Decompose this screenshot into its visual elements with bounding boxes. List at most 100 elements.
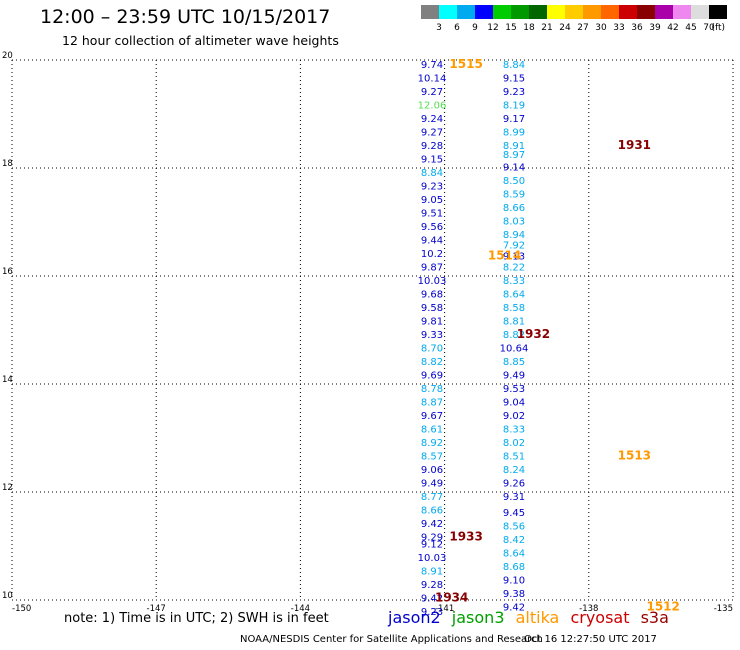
wave-height-value: 9.15	[503, 73, 525, 84]
wave-height-value: 9.33	[421, 330, 443, 341]
wave-height-value: 9.24	[421, 114, 443, 125]
colorbar-label: 18	[523, 23, 535, 33]
colorbar-label: 15	[505, 23, 516, 33]
wave-height-value: 10.64	[500, 343, 529, 354]
y-tick-label: 14	[2, 375, 13, 385]
colorbar: 3 6 9 12 15 18 21 24 27 30 33 36 39 42 45 70(ft)	[421, 5, 727, 33]
wave-height-value: 9.05	[421, 195, 443, 206]
wave-height-value: 8.50	[503, 176, 525, 187]
colorbar-swatch	[457, 5, 475, 19]
wave-height-value: 9.74	[421, 60, 443, 71]
wave-height-value: 8.91	[503, 141, 525, 152]
colorbar-swatch	[547, 5, 565, 19]
wave-height-value: 8.03	[503, 216, 525, 227]
wave-height-value: 9.27	[421, 87, 443, 98]
wave-height-value: 8.58	[503, 303, 525, 314]
wave-height-value: 8.85	[503, 357, 525, 368]
wave-height-value: 8.99	[503, 127, 525, 138]
colorbar-label: 33	[613, 23, 624, 33]
wave-height-value: 10.2	[421, 249, 443, 260]
colorbar-swatch	[439, 5, 457, 19]
generated-timestamp: Oct 16 12:27:50 UTC 2017	[524, 634, 657, 645]
wave-height-value: 9.23	[421, 607, 443, 618]
legend: jason2 jason3 altika cryosat s3a	[388, 608, 675, 627]
legend-s3a: s3a	[640, 608, 669, 627]
wave-height-value: 8.94	[503, 230, 525, 241]
wave-height-value: 8.42	[503, 535, 525, 546]
wave-height-value: 8.84	[503, 60, 525, 71]
wave-height-value: 9.67	[421, 411, 443, 422]
wave-height-value: 8.61	[421, 424, 443, 435]
wave-height-value: 10.03	[418, 276, 447, 287]
colorbar-swatch	[691, 5, 709, 19]
wave-height-value: 8.64	[503, 548, 525, 559]
wave-height-value: 8.92	[421, 438, 443, 449]
colorbar-swatch	[583, 5, 601, 19]
wave-height-value: 8.77	[421, 492, 443, 503]
wave-height-value: 9.42	[503, 602, 525, 613]
pass-time-label: 1933	[449, 529, 482, 543]
wave-height-value: 9.81	[421, 316, 443, 327]
colorbar-swatch	[655, 5, 673, 19]
x-tick-label: -144	[291, 604, 310, 614]
wave-height-value: 9.23	[503, 87, 525, 98]
colorbar-label: 9	[472, 23, 478, 33]
wave-height-value: 7.92	[503, 241, 525, 252]
wave-height-value: 9.69	[421, 370, 443, 381]
wave-height-value: 9.28	[421, 580, 443, 591]
colorbar-label: 3	[436, 23, 442, 33]
wave-height-value: 9.58	[421, 303, 443, 314]
colorbar-label: 6	[454, 23, 460, 33]
wave-height-value: 8.91	[421, 566, 443, 577]
colorbar-swatch	[529, 5, 547, 19]
wave-height-value: 9.15	[421, 154, 443, 165]
wave-height-value: 9.45	[503, 508, 525, 519]
wave-height-value: 9.49	[421, 478, 443, 489]
wave-height-value: 8.66	[503, 203, 525, 214]
x-tick-label: -138	[579, 604, 598, 614]
x-tick-label: -150	[12, 604, 31, 614]
wave-height-value: 9.87	[421, 262, 443, 273]
pass-time-label: 1512	[646, 599, 679, 613]
colorbar-swatch	[601, 5, 619, 19]
colorbar-swatch	[637, 5, 655, 19]
wave-height-value: 9.68	[421, 289, 443, 300]
colorbar-swatch	[709, 5, 727, 19]
axis-ticks: -150 -147 -144 -141 -138 -135 10 12 14 16 18 20	[2, 51, 733, 614]
legend-jason3: jason3	[451, 608, 505, 627]
y-tick-label: 20	[2, 51, 13, 61]
wave-height-value: 9.42	[421, 593, 443, 604]
y-tick-label: 12	[2, 483, 13, 493]
colorbar-label: 21	[541, 23, 552, 33]
x-tick-label: -135	[714, 604, 733, 614]
wave-height-value: 9.44	[421, 235, 443, 246]
wave-height-value: 8.66	[421, 505, 443, 516]
pass-time-label: 1934	[435, 590, 468, 604]
legend-jason2: jason2	[388, 608, 441, 627]
wave-height-value: 9.02	[503, 411, 525, 422]
chart-grid	[11, 59, 734, 601]
pass-time-label: 1515	[449, 57, 482, 71]
wave-height-value: 9.06	[421, 465, 443, 476]
wave-height-value: 8.84	[421, 168, 443, 179]
wave-height-value: 9.04	[503, 397, 525, 408]
colorbar-swatch	[619, 5, 637, 19]
credit-line: NOAA/NESDIS Center for Satellite Applica…	[240, 634, 543, 645]
wave-height-value: 8.82	[421, 357, 443, 368]
colorbar-swatch	[511, 5, 529, 19]
y-tick-label: 10	[2, 591, 13, 601]
wave-height-value: 9.17	[503, 114, 525, 125]
y-tick-label: 16	[2, 267, 13, 277]
wave-height-value: 9.42	[421, 519, 443, 530]
pass-time-label: 1513	[618, 448, 651, 462]
colorbar-unit: (ft)	[711, 23, 725, 33]
wave-height-value: 9.28	[421, 141, 443, 152]
wave-height-value: 9.27	[421, 127, 443, 138]
colorbar-swatch	[673, 5, 691, 19]
wave-height-value: 8.56	[503, 521, 525, 532]
colorbar-label: 36	[631, 23, 643, 33]
footnote: note: 1) Time is in UTC; 2) SWH is in fe…	[64, 611, 329, 626]
wave-height-value: 9.10	[503, 575, 525, 586]
wave-height-value: 8.51	[503, 451, 525, 462]
y-tick-label: 18	[2, 159, 13, 169]
